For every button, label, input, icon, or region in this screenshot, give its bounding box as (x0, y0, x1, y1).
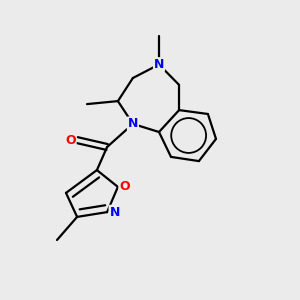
Text: O: O (65, 134, 76, 147)
Text: N: N (128, 117, 138, 130)
Text: N: N (154, 58, 164, 71)
Text: N: N (110, 206, 120, 219)
Text: O: O (119, 180, 130, 194)
